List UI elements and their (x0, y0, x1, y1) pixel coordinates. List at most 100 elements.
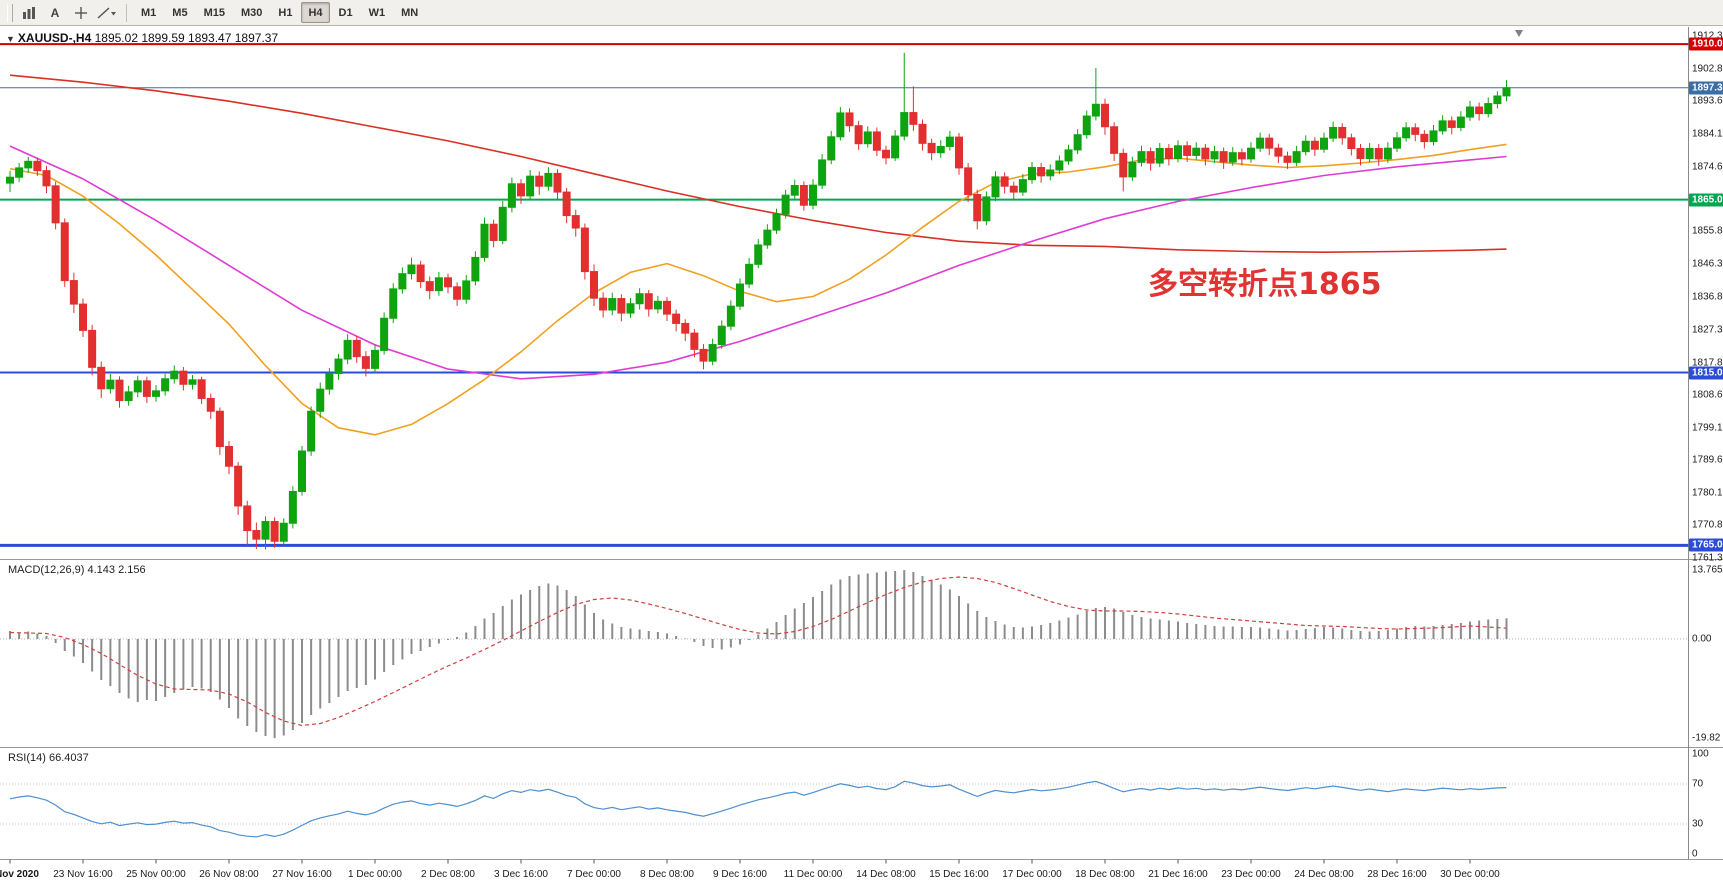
rsi-axis-label: 0 (1692, 848, 1698, 860)
candle (1484, 103, 1493, 115)
time-axis-label: 8 Dec 08:00 (640, 869, 694, 880)
candle (1192, 147, 1201, 156)
candle (33, 160, 42, 172)
candle (188, 379, 197, 385)
ohlc-values: 1895.02 1899.59 1893.47 1897.37 (94, 31, 279, 45)
candle (1466, 106, 1474, 118)
annotation-text[interactable]: 多空转折点1865 (1148, 267, 1382, 302)
price-badge-1815.00: 1815.00 (1689, 366, 1723, 380)
rsi-line (9, 780, 1507, 838)
timeframe-button-m5[interactable]: M5 (172, 6, 188, 19)
timeframe-button-mn[interactable]: MN (401, 6, 419, 19)
time-axis-label: 9 Dec 16:00 (713, 869, 767, 880)
candle (507, 183, 516, 208)
crosshair-tool-icon[interactable] (69, 2, 93, 24)
candle (115, 379, 124, 402)
candle (535, 175, 544, 187)
candle (371, 349, 379, 369)
time-axis-label: 14 Dec 08:00 (856, 869, 916, 880)
timeframe-button-w1[interactable]: W1 (368, 6, 386, 19)
candle (206, 397, 215, 412)
candle (270, 521, 279, 542)
candle (882, 149, 890, 159)
time-axis-label: 27 Nov 16:00 (272, 869, 332, 880)
candle (836, 112, 845, 138)
candle (1128, 161, 1137, 178)
candle (681, 322, 690, 334)
rsi-name: RSI(14) (8, 752, 46, 764)
candle (1228, 152, 1237, 163)
candle (1110, 126, 1119, 154)
candle (1347, 137, 1356, 150)
candle (1475, 106, 1484, 115)
timeframe-button-h4[interactable]: H4 (301, 2, 330, 23)
candle (69, 280, 78, 305)
candle (444, 277, 452, 288)
price-axis-label: 1817.85 (1692, 357, 1723, 369)
candle (15, 167, 24, 178)
candle (1429, 130, 1438, 143)
candle (1329, 126, 1338, 139)
candle (599, 297, 608, 311)
price-axis-label: 1780.10 (1692, 487, 1723, 499)
price-badge-1897.37: 1897.37 (1689, 81, 1723, 95)
candle (1219, 151, 1228, 163)
macd-axis-label: -19.82 (1692, 732, 1721, 744)
candle (562, 191, 571, 217)
candle (1155, 148, 1164, 164)
price-axis-label: 1808.60 (1692, 389, 1723, 401)
candle (964, 167, 973, 196)
timeframe-button-m1[interactable]: M1 (141, 6, 157, 19)
toolbar-grip[interactable] (7, 3, 13, 22)
price-axis-label: 1893.60 (1692, 95, 1723, 107)
candle (1237, 152, 1246, 160)
candle (334, 358, 343, 375)
candle (663, 300, 671, 315)
candle (97, 366, 106, 390)
candle (60, 222, 69, 282)
candle (982, 196, 991, 222)
candle (845, 112, 854, 127)
toolbar: A M1 M5 M15 M30 H1 H4 D1 W1 MN (0, 0, 1723, 26)
candle (672, 313, 681, 324)
time-axis-label: 28 Dec 16:00 (1367, 869, 1427, 880)
candle (1310, 140, 1319, 150)
candle (1301, 140, 1310, 153)
candle (900, 112, 909, 137)
candle (6, 176, 14, 184)
timeframe-button-h1[interactable]: H1 (278, 6, 293, 19)
candle (1502, 87, 1511, 97)
price-axis-label: 1827.35 (1692, 324, 1723, 336)
candle (918, 123, 927, 144)
candle (1137, 151, 1146, 163)
time-axis-label: 3 Dec 16:00 (494, 869, 548, 880)
candle (1164, 148, 1173, 160)
candle (1365, 148, 1374, 160)
candle (42, 170, 51, 187)
charts-list-icon[interactable] (17, 2, 41, 24)
chart-menu-icon[interactable]: ▼ (6, 34, 15, 44)
candle (1174, 145, 1182, 160)
price-axis-label: 1855.85 (1692, 225, 1723, 237)
candle (1493, 95, 1502, 105)
timeframe-button-m15[interactable]: M15 (203, 6, 225, 19)
text-label-tool-icon[interactable]: A (50, 5, 60, 20)
candle (973, 194, 982, 222)
candle (571, 215, 580, 229)
candle (1201, 147, 1210, 160)
candle (1064, 149, 1073, 162)
candle (1256, 137, 1265, 149)
candle (170, 370, 179, 380)
timeframe-button-d1[interactable]: D1 (338, 6, 353, 19)
timeframe-button-m30[interactable]: M30 (240, 6, 263, 19)
chart-shift-marker-icon[interactable] (1515, 30, 1523, 37)
candle (608, 298, 617, 311)
price-axis-label: 1846.35 (1692, 258, 1723, 270)
time-axis-label: 23 Nov 16:00 (53, 869, 113, 880)
line-tools-dropdown-icon[interactable] (95, 2, 119, 24)
ma-orange-fast (9, 143, 1507, 436)
candle (745, 263, 754, 285)
candle (690, 332, 699, 350)
